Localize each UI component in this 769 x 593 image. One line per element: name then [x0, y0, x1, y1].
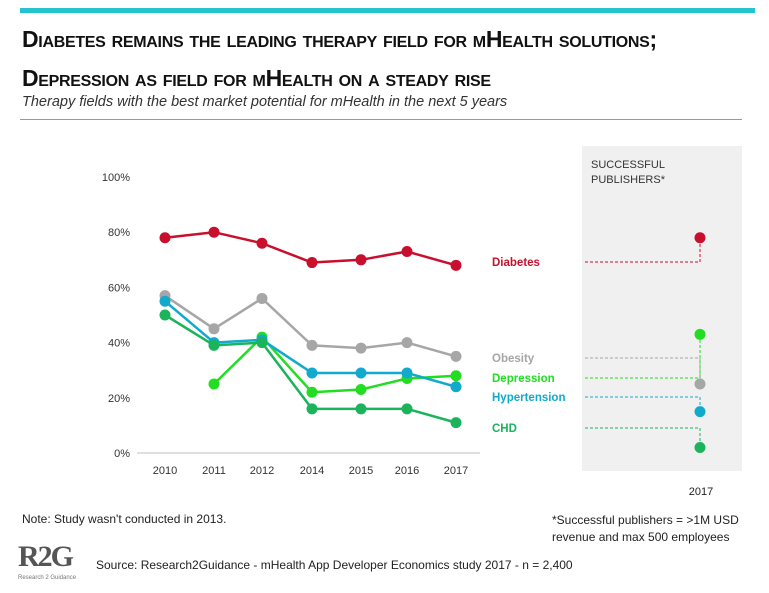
label-depression: Depression — [492, 373, 555, 385]
point-hypertension — [306, 367, 318, 379]
point-chd — [450, 417, 462, 429]
point-hypertension — [450, 381, 462, 393]
x-tick-label: 2014 — [300, 465, 324, 477]
point-depression — [355, 384, 367, 396]
point-chd — [159, 309, 171, 321]
publisher-point-hypertension — [694, 406, 706, 418]
publisher-point-depression — [694, 328, 706, 340]
page-subtitle: Therapy fields with the best market pote… — [22, 94, 508, 110]
point-hypertension — [401, 367, 413, 379]
point-obesity — [306, 339, 318, 351]
label-chd: CHD — [492, 423, 517, 435]
publisher-point-chd — [694, 441, 706, 453]
y-tick-label: 100% — [102, 172, 130, 184]
x-tick-label: 2015 — [349, 465, 373, 477]
successful-publishers-year-label: 2017 — [689, 486, 713, 498]
point-obesity — [450, 350, 462, 362]
point-obesity — [256, 292, 268, 304]
footnote-line-2: revenue and max 500 employees — [552, 530, 730, 544]
footnote: *Successful publishers = >1M USD revenue… — [552, 512, 762, 546]
r2g-logo-tagline: Research 2 Guidance — [18, 575, 77, 581]
label-diabetes: Diabetes — [492, 257, 540, 269]
label-hypertension: Hypertension — [492, 392, 566, 404]
successful-publishers-label-line1: SUCCESSFUL — [591, 159, 665, 171]
footnote-line-1: *Successful publishers = >1M USD — [552, 513, 739, 527]
point-diabetes — [256, 237, 268, 249]
y-tick-label: 40% — [108, 338, 130, 350]
point-hypertension — [355, 367, 367, 379]
point-diabetes — [306, 257, 318, 269]
point-chd — [256, 337, 268, 349]
series-labels: Diabetes Obesity Depression Hypertension CHD — [492, 257, 566, 435]
series-lines — [159, 226, 462, 429]
point-depression — [306, 386, 318, 398]
publisher-points — [694, 232, 706, 453]
point-chd — [306, 403, 318, 415]
point-depression — [208, 378, 220, 390]
x-tick-label: 2010 — [153, 465, 177, 477]
point-hypertension — [159, 295, 171, 307]
point-obesity — [355, 342, 367, 354]
page-title: Diabetes remains the leading therapy fie… — [22, 26, 657, 91]
label-obesity: Obesity — [492, 353, 535, 365]
top-accent-rule — [20, 8, 755, 13]
point-diabetes — [355, 254, 367, 266]
point-chd — [208, 339, 220, 351]
point-diabetes — [450, 259, 462, 271]
series-line-depression — [213, 335, 457, 394]
y-tick-label: 60% — [108, 282, 130, 294]
successful-publishers-label-line2: PUBLISHERS* — [591, 174, 666, 186]
r2g-logo-mark: R2G — [18, 540, 74, 573]
subtitle-divider — [20, 119, 742, 120]
x-tick-label: 2016 — [395, 465, 419, 477]
y-tick-label: 80% — [108, 227, 130, 239]
point-diabetes — [208, 226, 220, 238]
x-tick-label: 2017 — [444, 465, 468, 477]
point-obesity — [208, 323, 220, 335]
study-note: Note: Study wasn't conducted in 2013. — [22, 512, 227, 526]
x-tick-label: 2011 — [202, 465, 226, 477]
point-diabetes — [159, 232, 171, 244]
series-connectors — [585, 237, 701, 448]
x-tick-label: 2012 — [250, 465, 274, 477]
successful-publishers-panel — [582, 146, 742, 471]
source-line: Source: Research2Guidance - mHealth App … — [96, 558, 573, 572]
x-axis-ticks: 2010 2011 2012 2014 2015 2016 2017 — [153, 465, 468, 477]
y-tick-label: 0% — [114, 448, 130, 460]
y-axis-ticks: 0% 20% 40% 60% 80% 100% — [102, 172, 130, 460]
y-tick-label: 20% — [108, 393, 130, 405]
point-chd — [401, 403, 413, 415]
r2g-logo: R2G Research 2 Guidance — [18, 540, 77, 581]
publisher-point-diabetes — [694, 232, 706, 244]
point-chd — [355, 403, 367, 415]
point-depression — [450, 370, 462, 382]
point-obesity — [401, 337, 413, 349]
publisher-point-obesity — [694, 378, 706, 390]
point-diabetes — [401, 246, 413, 258]
